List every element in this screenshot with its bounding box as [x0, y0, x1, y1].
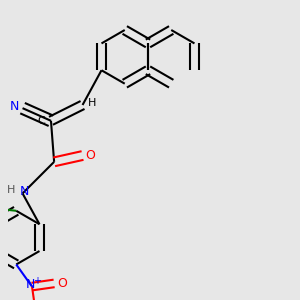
Text: O: O	[85, 149, 95, 162]
Text: O: O	[57, 277, 67, 290]
Text: +: +	[33, 276, 41, 286]
Text: N: N	[20, 185, 29, 198]
Text: N: N	[26, 278, 35, 292]
Text: N: N	[10, 100, 19, 113]
Text: H: H	[7, 185, 16, 195]
Text: C: C	[37, 116, 45, 126]
Text: H: H	[88, 98, 96, 108]
